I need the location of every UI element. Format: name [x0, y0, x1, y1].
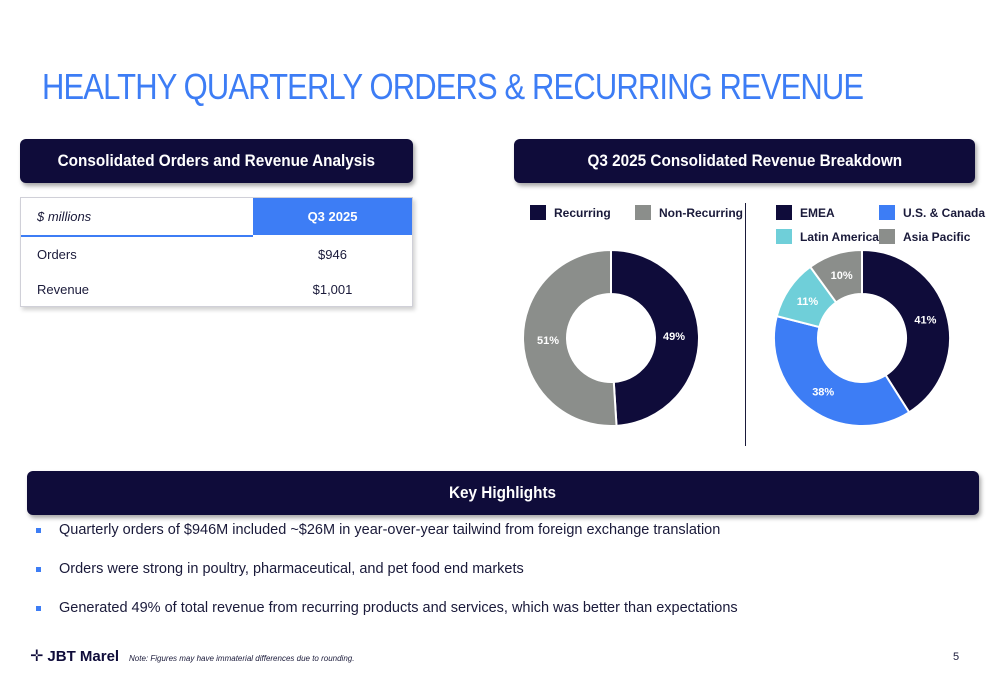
legend-item-latin-america: Latin America: [776, 229, 879, 244]
slice-label-emea: 41%: [914, 315, 936, 327]
list-item: Generated 49% of total revenue from recu…: [36, 600, 738, 616]
table-row: Revenue $1,001: [21, 273, 412, 305]
legend-label: Non-Recurring: [659, 205, 743, 220]
logo-text: JBT Marel: [47, 647, 120, 665]
bullet-square-icon: [36, 605, 41, 611]
highlight-text: Generated 49% of total revenue from recu…: [59, 600, 738, 616]
table-header-row: $ millions Q3 2025: [21, 198, 412, 235]
legend-swatch: [879, 229, 895, 244]
table-header-period: Q3 2025: [253, 198, 412, 235]
slice-label-u-s-canada: 38%: [812, 386, 834, 398]
region-donut-chart: 41% 38% 11% 10%: [773, 248, 951, 427]
cross-arrows-icon: ✛: [30, 648, 44, 665]
bullet-square-icon: [36, 527, 41, 533]
company-logo: ✛ JBT Marel: [30, 646, 119, 666]
orders-revenue-banner: Consolidated Orders and Revenue Analysis: [20, 139, 413, 183]
highlight-text: Orders were strong in poultry, pharmaceu…: [59, 561, 524, 577]
footnote: Note: Figures may have immaterial differ…: [129, 654, 355, 663]
slice-label-recurring: 49%: [663, 331, 685, 343]
slice-label-asia-pacific: 10%: [831, 270, 853, 282]
list-item: Orders were strong in poultry, pharmaceu…: [36, 561, 524, 577]
legend-item-non-recurring: Non-Recurring: [635, 205, 743, 220]
table-row-value: $1,001: [312, 281, 353, 297]
chart-divider: [745, 203, 746, 446]
orders-revenue-table: $ millions Q3 2025 Orders $946 Revenue $…: [20, 197, 413, 307]
legend-swatch: [776, 205, 792, 220]
slice-label-latin-america: 11%: [797, 296, 819, 308]
legend-item-us-canada: U.S. & Canada: [879, 205, 985, 220]
slice-recurring: [610, 248, 700, 427]
list-item: Quarterly orders of $946M included ~$26M…: [36, 522, 720, 538]
recurring-donut-chart: 49% 51%: [522, 248, 700, 427]
bullet-square-icon: [36, 566, 41, 572]
table-row-label: Orders: [37, 246, 77, 262]
table-header-label: $ millions: [37, 209, 92, 224]
page-number: 5: [953, 651, 960, 663]
revenue-breakdown-banner-text: Q3 2025 Consolidated Revenue Breakdown: [587, 151, 902, 170]
legend-label: Recurring: [554, 205, 611, 220]
legend-label: Asia Pacific: [903, 229, 971, 244]
page-title: HEALTHY QUARTERLY ORDERS & RECURRING REV…: [42, 66, 864, 107]
slice-u-s-canada: [773, 314, 911, 427]
table-row-value: $946: [318, 246, 347, 262]
slice-non-recurring: [522, 248, 618, 427]
legend-item-emea: EMEA: [776, 205, 835, 220]
table-row: Orders $946: [21, 238, 412, 270]
key-highlights-banner: Key Highlights: [27, 471, 979, 515]
legend-item-recurring: Recurring: [530, 205, 611, 220]
legend-swatch: [776, 229, 792, 244]
legend-swatch: [530, 205, 546, 220]
table-row-label: Revenue: [37, 281, 90, 297]
slice-label-non-recurring: 51%: [537, 335, 559, 347]
slice-emea: [861, 248, 951, 414]
revenue-breakdown-banner: Q3 2025 Consolidated Revenue Breakdown: [514, 139, 975, 183]
legend-label: U.S. & Canada: [903, 205, 986, 220]
table-header-underline: [21, 235, 253, 237]
legend-swatch: [635, 205, 651, 220]
orders-revenue-banner-text: Consolidated Orders and Revenue Analysis: [57, 151, 376, 170]
legend-swatch: [879, 205, 895, 220]
legend-item-asia-pacific: Asia Pacific: [879, 229, 970, 244]
key-highlights-banner-text: Key Highlights: [449, 483, 557, 502]
legend-label: Latin America: [800, 229, 879, 244]
legend-label: EMEA: [800, 205, 835, 220]
slice-asia-pacific: [808, 248, 863, 304]
highlight-text: Quarterly orders of $946M included ~$26M…: [59, 522, 721, 538]
